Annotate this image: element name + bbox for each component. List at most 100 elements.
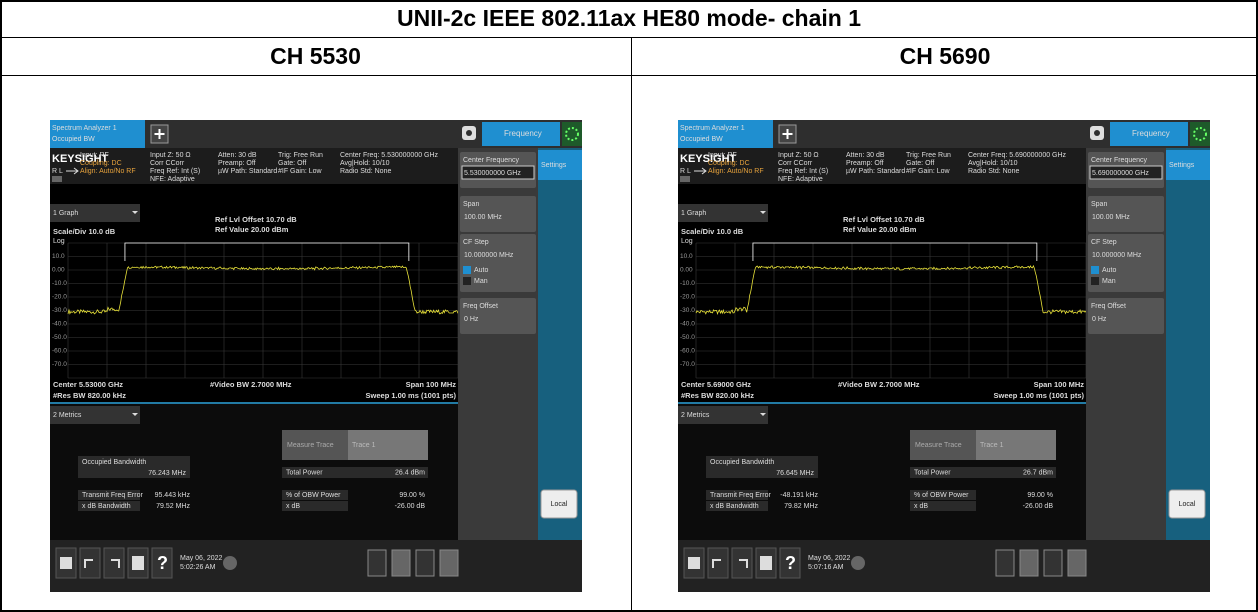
panel-label: Span [463, 201, 479, 208]
info-text: Radio Std: None [968, 168, 1019, 175]
info-text: Preamp: Off [846, 160, 884, 167]
metric-label: x dB Bandwidth [710, 503, 759, 510]
scale: Scale/Div 10.0 dB [53, 227, 116, 236]
taskbar-icon [1044, 550, 1062, 576]
video-bw: #Video BW 2.7000 MHz [210, 380, 292, 389]
taskbar-icon [440, 550, 458, 576]
file-icon [760, 556, 772, 570]
info-text: Input: RF [80, 152, 109, 159]
y-label: -70.0 [52, 361, 67, 368]
info-text: Coupling: DC [80, 160, 122, 167]
metric-label: Transmit Freq Error [82, 492, 143, 499]
date: May 06, 2022 [180, 555, 223, 562]
local-label: Local [1179, 501, 1196, 508]
panel-value: 0 Hz [464, 316, 479, 323]
info-text: Preamp: Off [218, 160, 256, 167]
trace-name: Trace 1 [352, 442, 376, 449]
info-text: Radio Std: None [340, 168, 391, 175]
panel-value: 5.530000000 GHz [464, 170, 521, 177]
option-label: Man [474, 278, 488, 285]
y-label: -70.0 [680, 361, 695, 368]
column-header: CH 5690 [632, 38, 1258, 75]
video-bw: #Video BW 2.7000 MHz [838, 380, 920, 389]
panel-value: 100.00 MHz [1092, 214, 1130, 221]
metric-value: 76.645 MHz [776, 470, 814, 477]
log-label: Log [53, 238, 65, 245]
metric-value: -48.191 kHz [780, 492, 818, 499]
taskbar-icon [416, 550, 434, 576]
option-label: Auto [474, 267, 489, 274]
info-text: Trig: Free Run [278, 152, 323, 159]
y-label: -40.0 [52, 321, 67, 328]
info-text: Input Z: 50 Ω [150, 152, 191, 159]
y-label: -30.0 [680, 307, 695, 314]
ref-offset: Ref Lvl Offset 10.70 dB [215, 215, 297, 224]
help-icon: ? [785, 553, 796, 573]
table-title: UNII-2c IEEE 802.11ax HE80 mode- chain 1 [0, 0, 1258, 37]
metrics-name: 2 Metrics [53, 412, 82, 419]
info-text: Freq Ref: Int (S) [150, 168, 200, 175]
info-text: Center Freq: 5.690000000 GHz [968, 152, 1067, 159]
status-text: R L [52, 168, 63, 175]
win-icon [688, 557, 700, 569]
center-freq: Center 5.69000 GHz [681, 380, 751, 389]
settings-bg [1166, 148, 1210, 540]
win-icon [60, 557, 72, 569]
info-text: Gate: Off [906, 160, 934, 167]
info-text: Gate: Off [278, 160, 306, 167]
res-bw: #Res BW 820.00 kHz [53, 391, 126, 400]
center-freq: Center 5.53000 GHz [53, 380, 123, 389]
info-text: NFE: Adaptive [150, 176, 195, 183]
option-mark [463, 266, 471, 274]
span: Span 100 MHz [1034, 380, 1085, 389]
trace-name: Trace 1 [980, 442, 1004, 449]
span: Span 100 MHz [406, 380, 457, 389]
scale: Scale/Div 10.0 dB [681, 227, 744, 236]
settings-tab-label: Settings [1169, 162, 1195, 169]
metric-label: Occupied Bandwidth [82, 459, 146, 466]
metric-label: Transmit Freq Error [710, 492, 771, 499]
panel-value: 100.00 MHz [464, 214, 502, 221]
metric-label: x dB [286, 503, 300, 510]
panel-value: 5.690000000 GHz [1092, 170, 1149, 177]
y-label: -20.0 [680, 294, 695, 301]
time: 5:02:26 AM [180, 564, 216, 571]
y-label: 0.00 [52, 267, 65, 274]
graph-name: 1 Graph [53, 210, 78, 217]
metric-label: x dB Bandwidth [82, 503, 131, 510]
metric-label: x dB [914, 503, 928, 510]
panel-value: 10.000000 MHz [464, 252, 514, 259]
menu-title: Frequency [1132, 129, 1170, 138]
metric-label: Total Power [286, 469, 323, 476]
metric-value: 26.7 dBm [1023, 469, 1053, 476]
taskbar-icon [368, 550, 386, 576]
res-bw: #Res BW 820.00 kHz [681, 391, 754, 400]
metric-value: -26.00 dB [1023, 503, 1054, 510]
metric-value: 79.52 MHz [156, 503, 190, 510]
metric-value: 79.82 MHz [784, 503, 818, 510]
metric-value: 95.443 kHz [155, 492, 191, 499]
taskbar-icon [708, 548, 728, 578]
info-text: Avg|Hold: 10/10 [340, 160, 390, 167]
border [631, 37, 632, 612]
tab-title: Spectrum Analyzer 1 [680, 125, 745, 132]
y-label: -10.0 [680, 280, 695, 287]
option-label: Man [1102, 278, 1116, 285]
y-label: -50.0 [680, 334, 695, 341]
info-text: Center Freq: 5.530000000 GHz [340, 152, 439, 159]
tab-title: Spectrum Analyzer 1 [52, 125, 117, 132]
panel-label: CF Step [463, 239, 489, 246]
metric-value: 99.00 % [399, 492, 425, 499]
metric-value: 99.00 % [1027, 492, 1053, 499]
panel-label: Span [1091, 201, 1107, 208]
border [0, 0, 2, 612]
metric-value: 26.4 dBm [395, 469, 425, 476]
ref-value: Ref Value 20.00 dBm [843, 225, 917, 234]
taskbar-icon [732, 548, 752, 578]
log-label: Log [681, 238, 693, 245]
info-text: µW Path: Standard [218, 168, 277, 175]
metrics-name: 2 Metrics [681, 412, 710, 419]
ref-offset: Ref Lvl Offset 10.70 dB [843, 215, 925, 224]
info-text: Coupling: DC [708, 160, 750, 167]
y-label: 10.0 [52, 253, 65, 260]
